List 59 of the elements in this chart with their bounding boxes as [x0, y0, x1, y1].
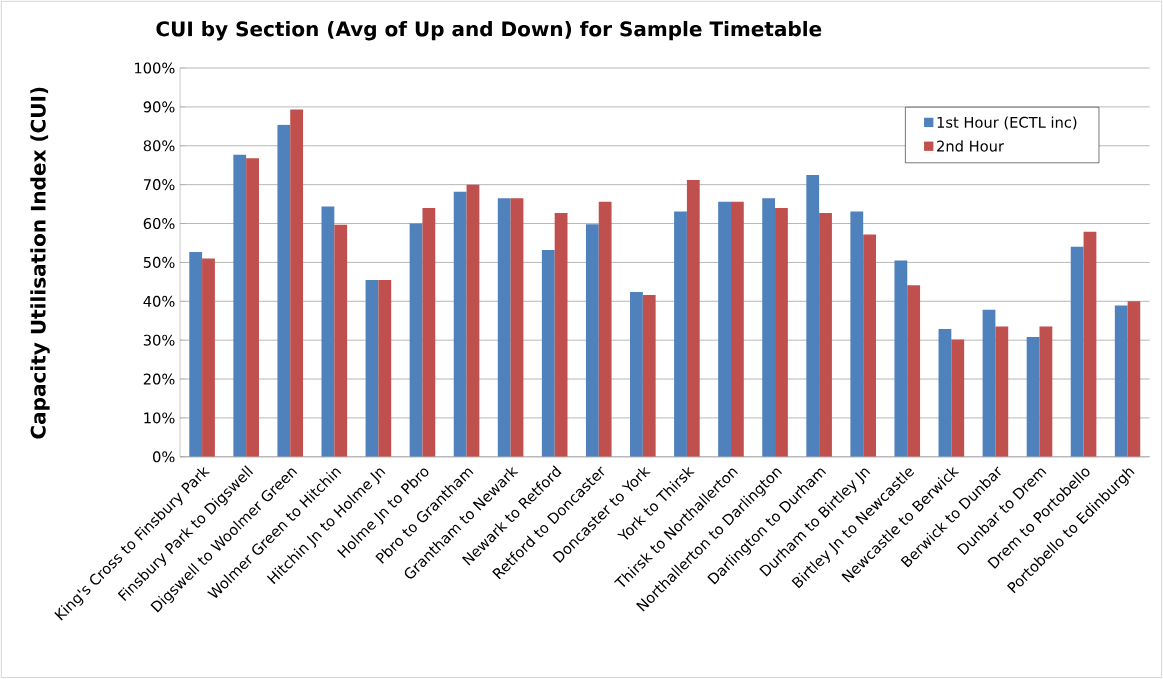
bar — [466, 184, 480, 457]
bar — [378, 279, 392, 457]
y-tick-label: 100% — [135, 62, 175, 74]
bar — [233, 154, 247, 457]
y-tick-label: 70% — [143, 179, 175, 191]
bar — [806, 174, 820, 457]
bar — [290, 109, 304, 457]
bar — [497, 198, 511, 457]
legend-label: 1st Hour (ECTL inc) — [937, 116, 1077, 130]
bar — [907, 285, 921, 457]
bar — [189, 251, 203, 457]
bar — [202, 258, 215, 457]
bar — [334, 224, 348, 457]
bar — [762, 198, 776, 457]
bar — [585, 224, 599, 457]
bar — [1083, 231, 1097, 457]
y-axis-title: Capacity Utilisation Index (CUI) — [30, 87, 50, 439]
bar — [642, 295, 656, 457]
y-tick-label: 10% — [144, 412, 175, 424]
bar — [365, 279, 379, 457]
bar — [246, 158, 259, 457]
bar — [1114, 305, 1128, 457]
y-tick-label: 60% — [143, 218, 175, 230]
bar — [730, 201, 744, 457]
bar — [1026, 337, 1040, 457]
y-tick-label: 50% — [143, 256, 175, 269]
bar — [686, 180, 700, 457]
y-tick-label: 40% — [143, 295, 175, 307]
legend-label: 2nd Hour — [937, 140, 1004, 152]
y-tick-label: 80% — [143, 140, 175, 152]
bar — [995, 326, 1009, 457]
bar — [409, 223, 423, 457]
bar — [1127, 301, 1141, 457]
bar — [850, 211, 864, 457]
bar — [863, 234, 876, 457]
bar — [630, 292, 643, 457]
bar — [453, 191, 467, 457]
bar — [1039, 326, 1053, 457]
y-tick-label: 20% — [143, 373, 175, 385]
bar — [775, 208, 788, 457]
bar — [554, 213, 568, 457]
bar — [277, 124, 291, 457]
bar — [938, 328, 952, 457]
bar — [982, 309, 996, 457]
bar — [598, 201, 612, 457]
bar — [1070, 246, 1084, 457]
bar — [718, 201, 731, 457]
bar — [819, 213, 832, 457]
bar — [541, 250, 555, 457]
bar — [674, 211, 687, 457]
bar — [422, 208, 436, 457]
y-tick-label: 90% — [143, 101, 175, 113]
bar — [951, 339, 965, 457]
bar — [510, 198, 524, 457]
y-tick-label: 0% — [153, 451, 175, 463]
bar — [894, 260, 908, 457]
chart-title: CUI by Section (Avg of Up and Down) for Sample Timetable — [156, 20, 822, 41]
y-tick-label: 30% — [143, 334, 175, 346]
bar — [321, 206, 335, 457]
